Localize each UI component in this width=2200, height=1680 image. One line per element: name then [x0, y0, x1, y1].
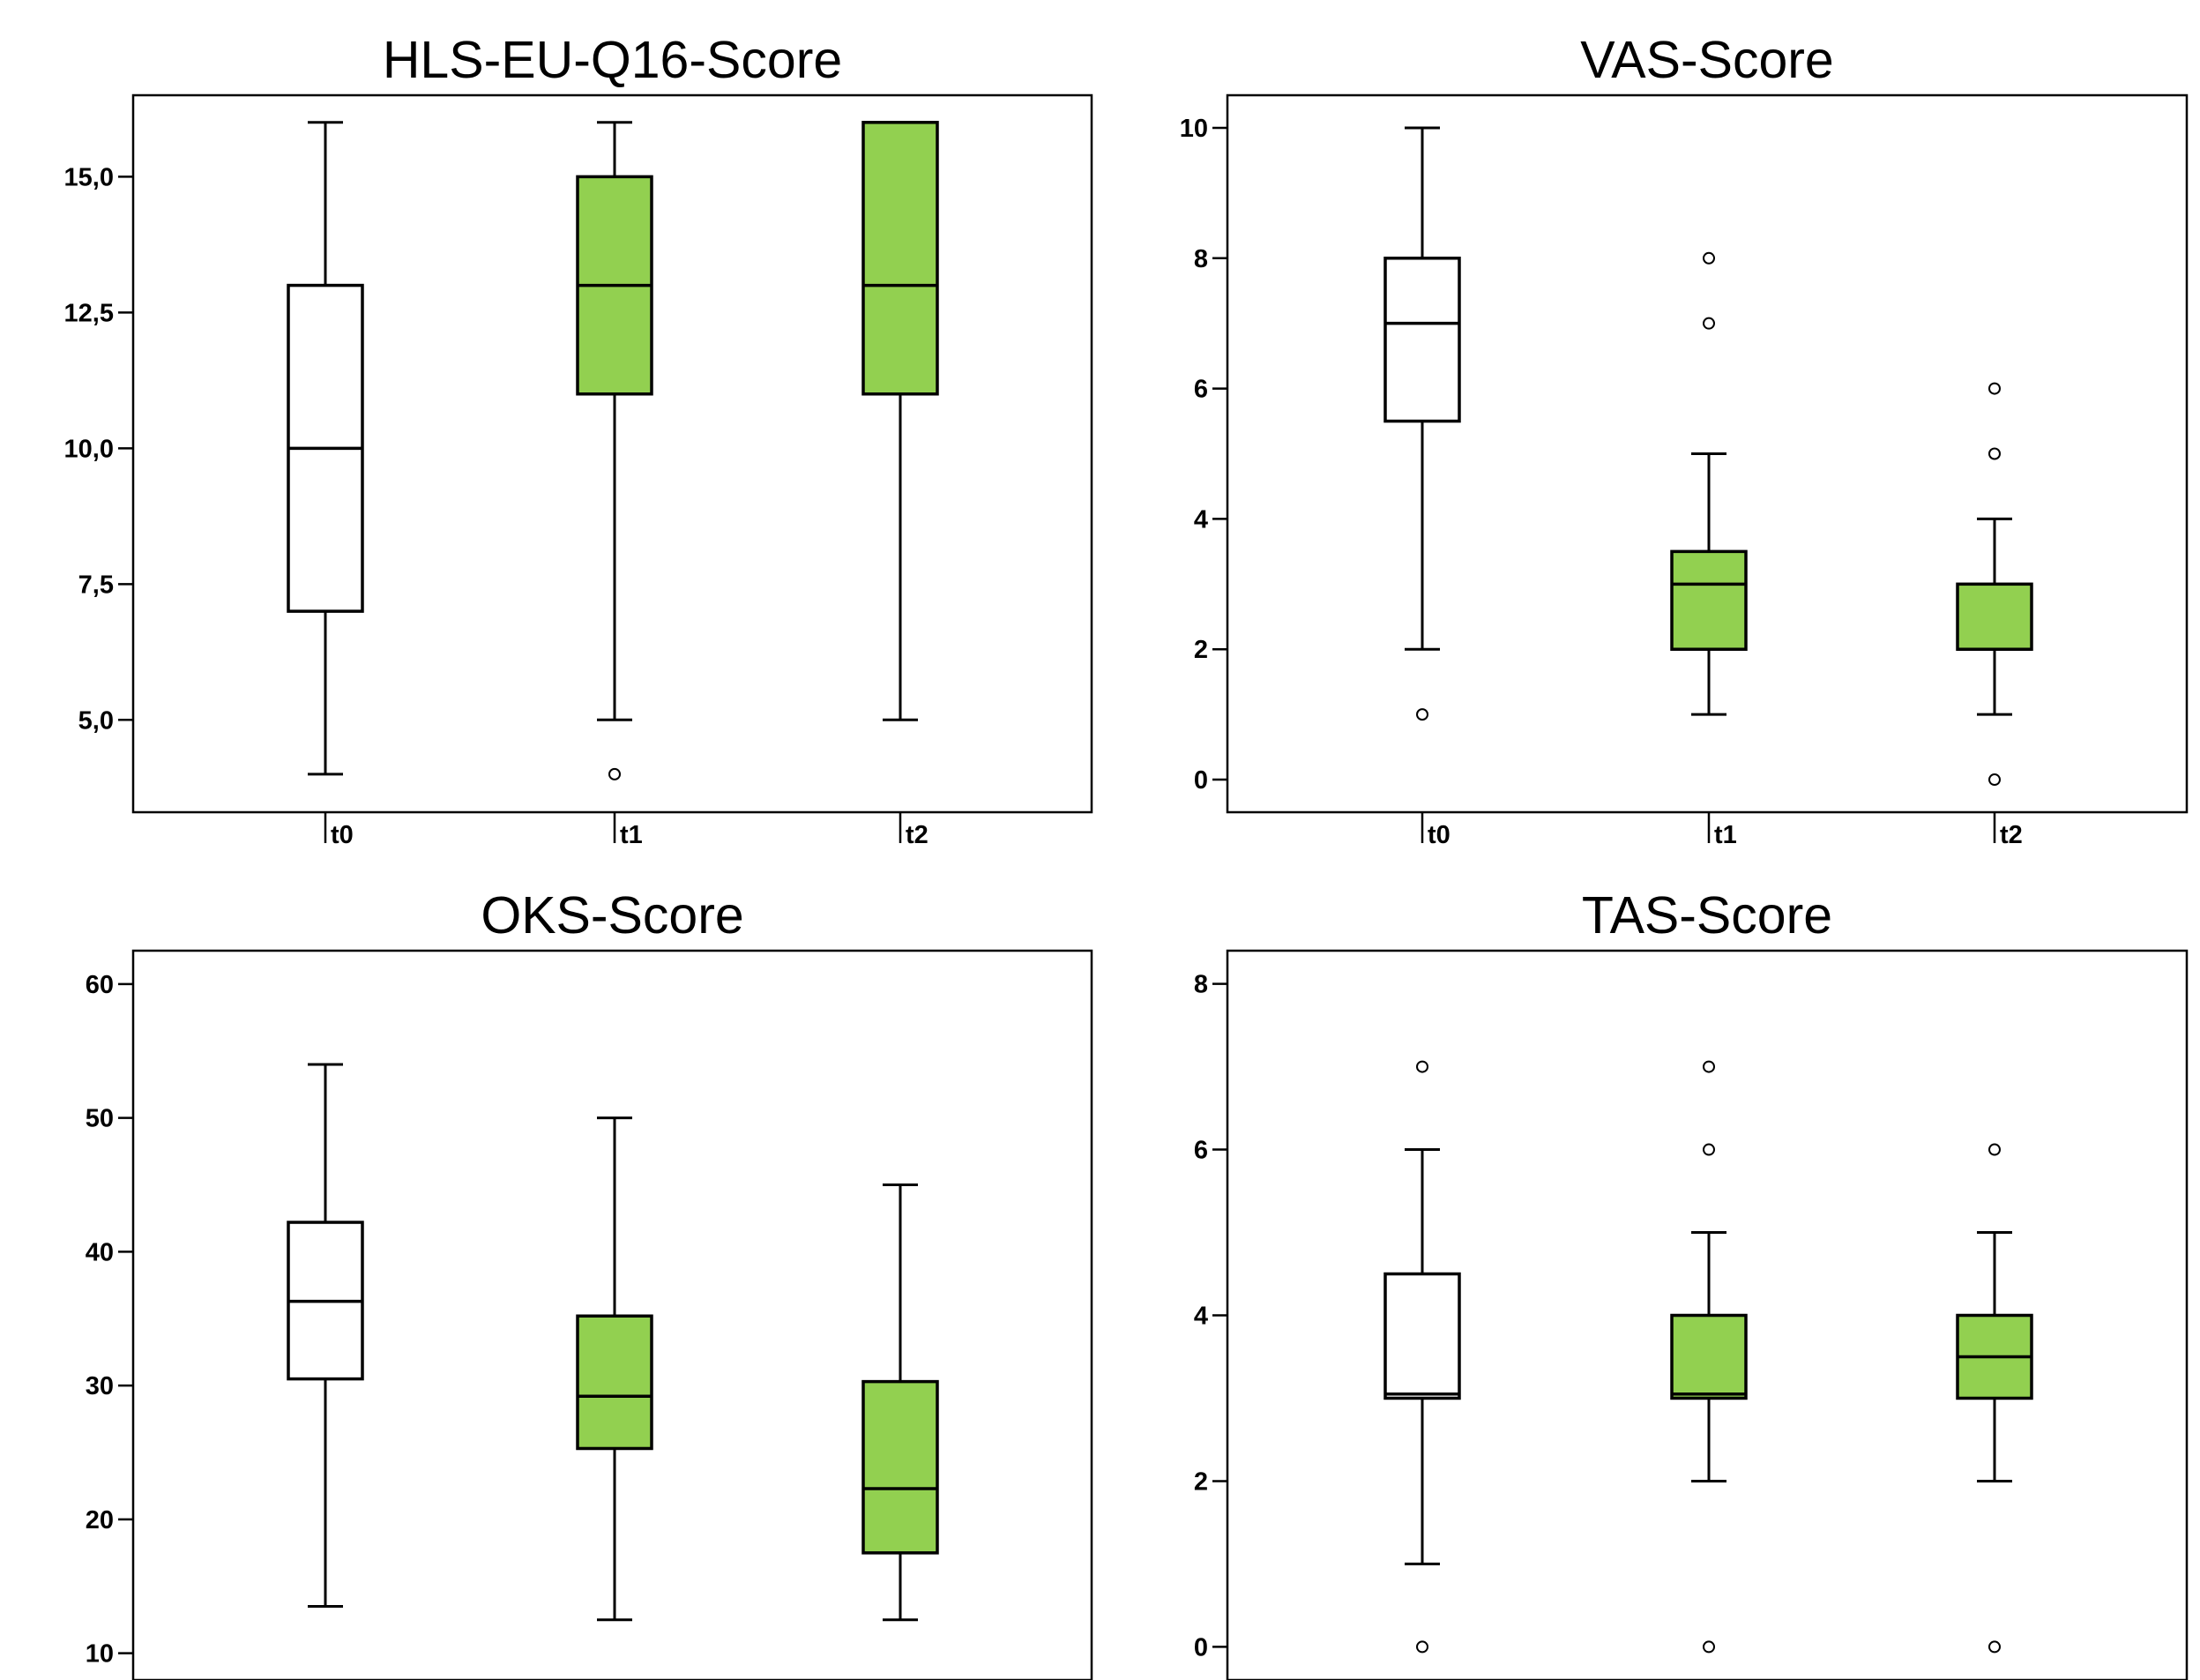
outlier-point: [1988, 1640, 2001, 1654]
y-tick-label: 8: [1194, 971, 1208, 999]
y-tick-label: 7,5: [78, 571, 114, 599]
outlier-point: [1703, 251, 1715, 265]
x-tick-label: t1: [620, 821, 643, 849]
y-tick-label: 6: [1194, 376, 1208, 404]
box-t1: [576, 121, 653, 780]
y-tick-label: 10: [86, 1640, 114, 1669]
outlier-point: [1416, 1060, 1428, 1073]
chart-title: VAS-Score: [1580, 31, 1833, 89]
iqr-box: [861, 121, 939, 396]
box-t2: [861, 121, 939, 721]
y-tick-label: 5,0: [78, 706, 114, 735]
x-tick-label: t0: [331, 821, 354, 849]
box-t0: [1383, 126, 1461, 721]
y-tick-label: 12,5: [64, 299, 114, 327]
box-t2: [1956, 382, 2033, 787]
chart-panel-2: VAS-Score 0 2 4 6 8 10 t0 t1 t2: [1180, 31, 2189, 849]
plot-frame: [131, 949, 1093, 1680]
iqr-box: [1383, 257, 1461, 423]
y-tick-label: 60: [86, 971, 114, 999]
x-tick-label: t0: [1428, 821, 1451, 849]
box-t1: [1670, 251, 1748, 716]
y-tick-label: 2: [1194, 1467, 1208, 1496]
y-tick-label: 15,0: [64, 163, 114, 191]
box-t0: [287, 121, 364, 776]
y-tick-label: 10,0: [64, 435, 114, 463]
iqr-box: [1956, 582, 2033, 651]
x-tick-label: t2: [906, 821, 928, 849]
outlier-point: [1416, 708, 1428, 721]
outlier-point: [1988, 447, 2001, 460]
box-t0: [1383, 1060, 1461, 1654]
y-tick-label: 4: [1194, 505, 1208, 534]
outlier-point: [608, 767, 621, 780]
chart-panel-1: HLS-EU-Q16-Score 5,0 7,5 10,0 12,5 15,0 t0 t1 t2: [64, 31, 1093, 849]
outlier-point: [1703, 1143, 1715, 1156]
box-t2: [861, 1183, 939, 1622]
x-tick-label: t1: [1714, 821, 1737, 849]
outlier-point: [1703, 1060, 1715, 1073]
box-t1: [576, 1116, 653, 1622]
box-t1: [1670, 1060, 1748, 1654]
chart-title: OKS-Score: [481, 886, 743, 945]
y-tick-label: 4: [1194, 1303, 1208, 1331]
iqr-box: [1383, 1272, 1461, 1400]
y-tick-label: 6: [1194, 1137, 1208, 1165]
y-tick-label: 50: [86, 1105, 114, 1133]
y-tick-label: 20: [86, 1506, 114, 1534]
outlier-point: [1416, 1640, 1428, 1654]
plot-frame: [1226, 93, 2189, 814]
iqr-box: [1670, 1313, 1748, 1400]
outlier-point: [1988, 1143, 2001, 1156]
chart-panel-4: TAS-Score02468t0t1t2: [1194, 886, 2189, 1680]
outlier-point: [1703, 1640, 1715, 1654]
plot-frame: [131, 93, 1093, 814]
x-tick-label: t2: [2000, 821, 2023, 849]
iqr-box: [576, 1314, 653, 1451]
y-tick-label: 0: [1194, 1633, 1208, 1661]
y-tick-label: 2: [1194, 636, 1208, 664]
outlier-point: [1703, 317, 1715, 330]
y-tick-label: 10: [1180, 115, 1208, 143]
outlier-point: [1988, 773, 2001, 787]
outlier-point: [1988, 382, 2001, 395]
box-t0: [287, 1063, 364, 1609]
iqr-box: [1670, 549, 1748, 651]
y-tick-label: 8: [1194, 245, 1208, 273]
chart-panel-3: OKS-Score102030405060t0t1t2: [86, 886, 1093, 1680]
y-tick-label: 0: [1194, 766, 1208, 795]
chart-title: TAS-Score: [1582, 886, 1832, 945]
iqr-box: [861, 1379, 939, 1555]
y-tick-label: 30: [86, 1372, 114, 1400]
y-tick-label: 40: [86, 1238, 114, 1266]
chart-title: HLS-EU-Q16-Score: [383, 31, 842, 89]
box-t2: [1956, 1143, 2033, 1654]
